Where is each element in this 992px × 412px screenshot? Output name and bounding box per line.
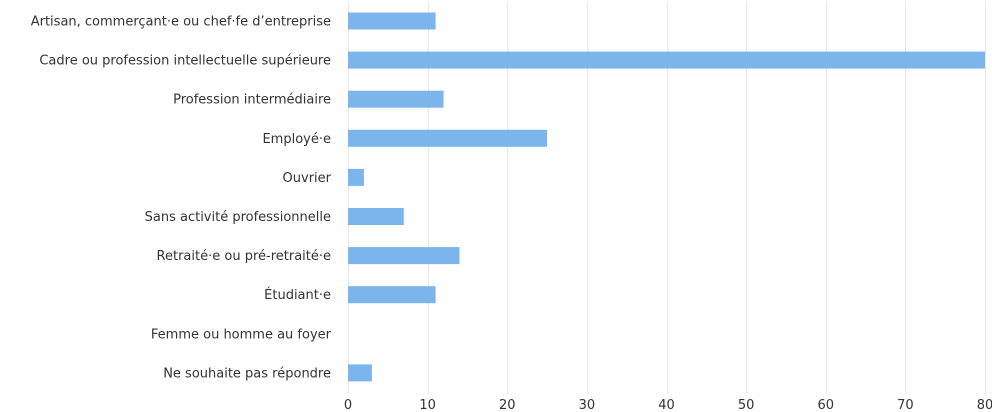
- category-label: Femme ou homme au foyer: [151, 327, 332, 342]
- bar: [348, 364, 372, 382]
- x-axis-tick-labels: 0 10 20 30 40 50 60 70 80: [344, 398, 992, 412]
- category-label: Sans activité professionnelle: [145, 210, 331, 225]
- x-tick-label: 0: [344, 398, 352, 412]
- x-tick-label: 80: [977, 398, 992, 412]
- x-tick-label: 20: [499, 398, 516, 412]
- x-tick-label: 30: [579, 398, 596, 412]
- bar: [348, 90, 444, 108]
- category-label: Artisan, commerçant·e ou chef·fe d’entre…: [31, 15, 331, 30]
- x-tick-label: 50: [738, 398, 755, 412]
- bar: [348, 129, 548, 147]
- category-label: Ne souhaite pas répondre: [163, 366, 331, 381]
- category-label: Profession intermédiaire: [173, 93, 331, 108]
- category-label: Cadre ou profession intellectuelle supér…: [39, 54, 331, 69]
- category-label: Étudiant·e: [264, 287, 331, 303]
- category-labels: Artisan, commerçant·e ou chef·fe d’entre…: [31, 15, 332, 382]
- bar: [348, 168, 364, 186]
- bar: [348, 247, 460, 265]
- category-label: Retraité·e ou pré-retraité·e: [157, 249, 331, 264]
- bar: [348, 51, 985, 69]
- bars: [348, 12, 985, 382]
- x-tick-label: 60: [817, 398, 834, 412]
- category-label: Ouvrier: [283, 171, 332, 186]
- x-tick-label: 10: [419, 398, 436, 412]
- bar: [348, 12, 436, 30]
- bar: [348, 286, 436, 304]
- x-tick-label: 70: [897, 398, 914, 412]
- category-label: Employé·e: [262, 132, 331, 147]
- bar: [348, 208, 404, 225]
- x-tick-label: 40: [658, 398, 675, 412]
